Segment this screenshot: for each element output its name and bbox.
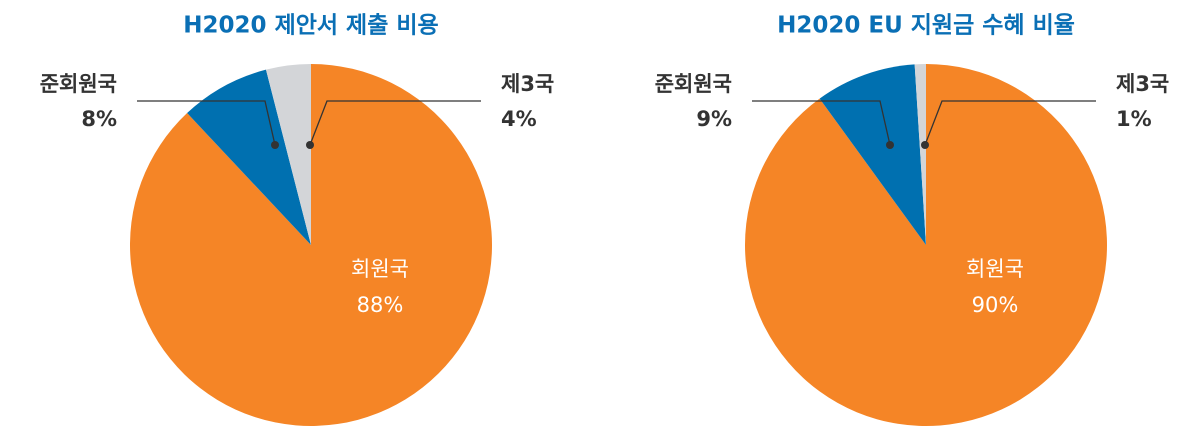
slice-label: 제3국 bbox=[1116, 72, 1169, 96]
leader-dot bbox=[306, 141, 314, 149]
leader-line bbox=[924, 100, 1096, 146]
leader-dot bbox=[921, 141, 929, 149]
slice-label: 준회원국 bbox=[655, 72, 732, 96]
slice-value-label: 90% bbox=[972, 293, 1019, 317]
chart-title: H2020 EU 지원금 수혜 비율 bbox=[777, 13, 1075, 39]
slice-label: 준회원국 bbox=[40, 72, 117, 96]
pie-slice bbox=[265, 64, 311, 245]
leader-line bbox=[309, 100, 481, 146]
slice-value-label: 8% bbox=[81, 107, 117, 131]
pie-slice bbox=[187, 69, 311, 245]
slice-label: 회원국 bbox=[351, 257, 409, 281]
slice-value-label: 88% bbox=[357, 293, 404, 317]
chart-title: H2020 제안서 제출 비용 bbox=[183, 13, 438, 39]
slice-label: 회원국 bbox=[966, 257, 1024, 281]
pie-slice bbox=[914, 64, 926, 245]
leader-dot bbox=[886, 141, 894, 149]
slice-value-label: 4% bbox=[501, 107, 537, 131]
leader-line bbox=[752, 100, 891, 146]
pie-slice bbox=[744, 64, 1108, 427]
leader-line bbox=[137, 100, 276, 146]
slice-label: 제3국 bbox=[501, 72, 554, 96]
slice-value-label: 9% bbox=[696, 107, 732, 131]
leader-dot bbox=[271, 141, 279, 149]
slice-value-label: 1% bbox=[1116, 107, 1152, 131]
pie-slice bbox=[819, 64, 926, 245]
